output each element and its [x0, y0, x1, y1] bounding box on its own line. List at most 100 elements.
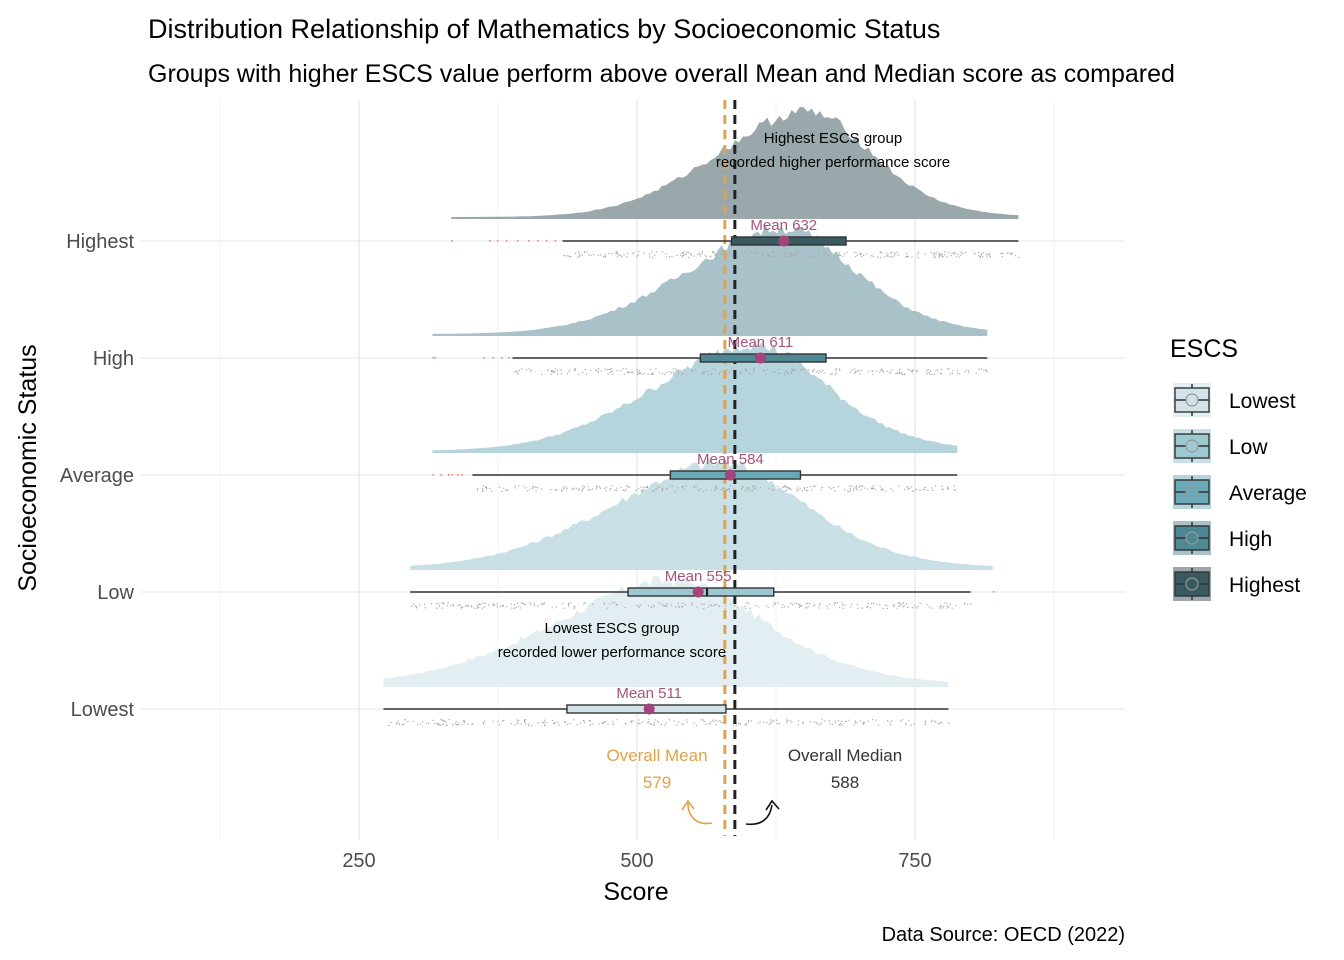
- rain-point: [436, 602, 438, 604]
- rain-point: [953, 252, 955, 254]
- rain-point: [496, 606, 498, 608]
- rain-point: [523, 603, 525, 605]
- rain-point: [696, 606, 698, 608]
- rain-point: [739, 372, 741, 374]
- rain-point: [761, 254, 763, 256]
- rain-point: [474, 607, 476, 609]
- rain-point: [482, 723, 485, 725]
- rain-point: [857, 370, 859, 372]
- rain-point: [462, 606, 464, 608]
- rain-point: [666, 603, 668, 605]
- rain-point: [872, 485, 874, 487]
- rain-point: [604, 721, 606, 723]
- rain-point: [551, 370, 553, 372]
- rain-point: [911, 256, 913, 258]
- rain-point: [946, 368, 948, 370]
- rain-point: [484, 602, 486, 605]
- rain-point: [683, 251, 685, 253]
- mean-point: [643, 703, 655, 715]
- rain-point: [571, 488, 573, 490]
- rain-point: [759, 721, 761, 723]
- rain-point: [705, 489, 707, 491]
- rain-point: [907, 255, 909, 258]
- rain-point: [690, 254, 692, 256]
- rain-point: [616, 719, 618, 721]
- rain-point: [875, 603, 877, 605]
- rain-point: [568, 605, 570, 607]
- rain-point: [928, 606, 930, 608]
- rain-point: [513, 604, 516, 606]
- rain-point: [918, 251, 920, 253]
- rain-point: [839, 254, 841, 256]
- rain-point: [853, 251, 856, 253]
- rain-point: [647, 722, 649, 724]
- rain-point: [803, 368, 805, 370]
- rain-point: [612, 370, 614, 372]
- rain-point: [828, 720, 830, 722]
- rain-point: [982, 256, 984, 258]
- rain-point: [851, 485, 853, 487]
- rain-point: [521, 368, 523, 370]
- rain-point: [859, 373, 861, 375]
- rain-point: [471, 606, 473, 608]
- rain-point: [442, 719, 444, 722]
- rain-point: [616, 604, 618, 606]
- mean-label: Mean 611: [728, 334, 794, 351]
- rain-point: [898, 373, 901, 375]
- rain-point: [561, 490, 563, 492]
- rain-point: [624, 490, 626, 492]
- rain-point: [666, 605, 668, 607]
- rain-point: [854, 722, 856, 724]
- x-tick-label: 250: [342, 850, 375, 872]
- rain-point: [753, 371, 755, 373]
- rain-point: [715, 253, 717, 255]
- rain-point: [732, 724, 735, 726]
- rain-point: [744, 724, 746, 726]
- rain-point: [503, 719, 505, 721]
- rain-point: [458, 722, 460, 724]
- rain-point: [477, 607, 480, 609]
- rain-point: [872, 602, 874, 604]
- rain-point: [821, 486, 824, 489]
- rain-point: [588, 720, 590, 722]
- rain-point: [768, 487, 770, 489]
- rain-point: [522, 602, 524, 604]
- outlier-point: [461, 474, 463, 476]
- rain-point: [422, 721, 424, 723]
- rain-point: [882, 369, 884, 371]
- rain-point: [441, 602, 444, 604]
- rain-point: [890, 256, 892, 258]
- rain-point: [665, 722, 667, 724]
- rain-point: [681, 373, 683, 375]
- rain-point: [902, 602, 904, 604]
- rain-point: [844, 720, 846, 723]
- rain-point: [551, 607, 553, 609]
- rain-point: [939, 252, 941, 255]
- rain-point: [870, 603, 872, 605]
- rain-point: [797, 490, 799, 492]
- rain-point: [661, 490, 663, 492]
- rain-point: [951, 252, 953, 254]
- rain-point: [770, 721, 772, 723]
- rain-point: [588, 254, 590, 256]
- rain-point: [646, 485, 648, 487]
- rain-point: [889, 372, 891, 374]
- rain-point: [733, 605, 735, 607]
- rain-point: [899, 604, 901, 607]
- rain-point: [678, 606, 681, 608]
- rain-point: [653, 606, 655, 608]
- rain-point: [603, 603, 605, 605]
- rain-point: [632, 371, 634, 373]
- rain-point: [668, 371, 670, 373]
- rain-point: [614, 489, 616, 491]
- rain-point: [716, 487, 718, 489]
- rain-point: [717, 720, 719, 722]
- rain-point: [905, 724, 907, 726]
- rain-point: [638, 723, 640, 725]
- rain-point: [631, 371, 633, 373]
- rain-point: [668, 719, 670, 721]
- rain-point: [635, 490, 637, 492]
- rain-point: [862, 485, 864, 487]
- rain-point: [988, 255, 990, 257]
- rain-point: [823, 251, 825, 253]
